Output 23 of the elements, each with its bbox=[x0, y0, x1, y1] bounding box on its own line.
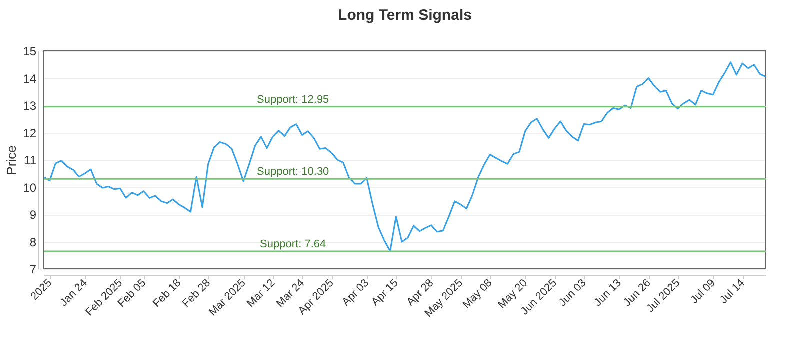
x-tick-label: Apr 15 bbox=[370, 277, 401, 309]
x-tick-label: Jul 14 bbox=[718, 277, 748, 307]
y-axis-title: Price bbox=[4, 146, 20, 176]
x-tick-label: May 08 bbox=[460, 277, 495, 312]
y-tick-label: 11 bbox=[24, 154, 37, 168]
x-tick-label: Jun 03 bbox=[556, 277, 589, 310]
x-tick-label: Jul 09 bbox=[688, 277, 718, 307]
ref-line-label: Support: 12.95 bbox=[257, 94, 330, 106]
y-tick-label: 9 bbox=[30, 208, 37, 222]
ref-line-label: Support: 10.30 bbox=[257, 166, 330, 178]
x-tick-label: Jun 13 bbox=[592, 277, 624, 310]
y-tick-label: 10 bbox=[23, 180, 37, 195]
chart-title: Long Term Signals bbox=[338, 7, 472, 24]
ref-line-label: Support: 7.64 bbox=[260, 238, 326, 251]
y-tick-label: 13 bbox=[23, 99, 37, 113]
y-tick-label: 14 bbox=[23, 72, 37, 86]
x-tick-label: Apr 03 bbox=[340, 277, 372, 309]
y-tick-label: 7 bbox=[30, 262, 37, 276]
x-tick-label: Feb 28 bbox=[180, 277, 214, 310]
line-series bbox=[44, 62, 766, 252]
y-tick-label: 12 bbox=[23, 126, 37, 140]
y-tick-label: 8 bbox=[30, 235, 37, 250]
y-tick-label: 15 bbox=[23, 44, 37, 58]
